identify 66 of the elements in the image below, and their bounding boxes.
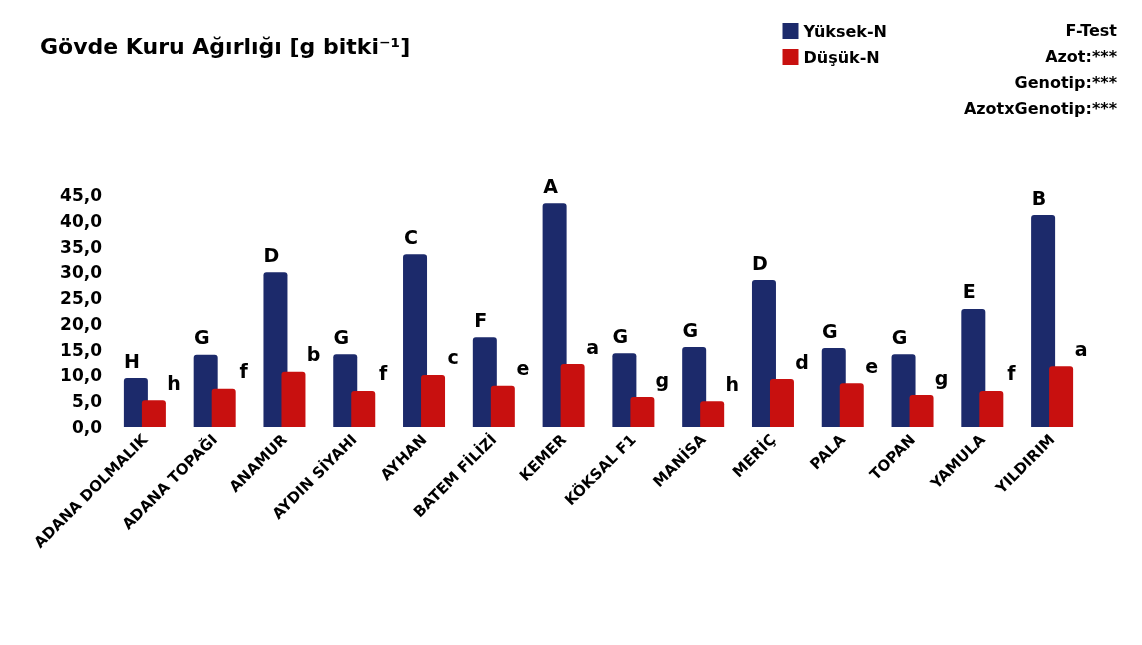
text: Genotip:***: [1014, 72, 1118, 92]
annotation: g: [934, 366, 949, 389]
annotation: d: [795, 350, 809, 373]
annotation: f: [1007, 362, 1017, 385]
annotation: D: [752, 251, 768, 274]
y-tick-label: 30,0: [60, 262, 103, 283]
bar: [979, 390, 1004, 427]
bar: [612, 353, 637, 427]
y-tick-label: 10,0: [60, 365, 103, 386]
annotation: E: [962, 280, 976, 303]
annotation: F: [474, 308, 488, 331]
y-tick-label: 25,0: [60, 288, 103, 309]
bar: [542, 203, 567, 427]
bar: [421, 374, 446, 427]
bar: [490, 385, 515, 427]
annotation: B: [1031, 186, 1047, 209]
annotation: G: [891, 325, 908, 348]
y-tick-label: 15,0: [60, 339, 103, 360]
annotation: A: [543, 174, 559, 197]
annotation: f: [379, 362, 389, 385]
annotation: h: [167, 371, 181, 394]
annotation: G: [612, 324, 629, 347]
legend-label: Yüksek-N: [802, 21, 887, 41]
bar: [961, 308, 986, 427]
bar: [700, 401, 725, 427]
annotation: D: [263, 243, 280, 266]
bar: [909, 395, 934, 427]
bar: [630, 397, 655, 427]
y-tick-label: 35,0: [60, 236, 103, 257]
annotation: G: [333, 325, 350, 348]
bar: [1031, 215, 1056, 427]
y-tick-label: 5,0: [71, 391, 103, 412]
bar: [560, 364, 585, 427]
annotation: H: [123, 349, 140, 372]
annotation: C: [404, 225, 419, 248]
annotation: G: [193, 326, 210, 349]
text: AzotxGenotip:***: [963, 98, 1118, 118]
bar: [682, 347, 707, 427]
annotation: G: [682, 318, 698, 341]
bar: [751, 280, 776, 427]
bar: [351, 390, 376, 427]
bar: [141, 400, 166, 427]
bar: [263, 272, 288, 427]
chart-title: Gövde Kuru Ağırlığı [g bitki⁻¹]: [40, 33, 411, 59]
bar: [403, 254, 428, 427]
y-tick-label: 40,0: [60, 210, 103, 231]
bar: [281, 371, 306, 427]
bar: [769, 379, 794, 427]
bar: [1049, 366, 1074, 427]
annotation: e: [865, 354, 879, 377]
annotation: b: [306, 343, 321, 366]
annotation: h: [725, 372, 739, 395]
annotation: G: [821, 319, 838, 342]
text: F-Test: [1065, 20, 1118, 40]
annotation: f: [239, 360, 249, 383]
bar: [839, 383, 864, 427]
annotation: e: [516, 357, 530, 380]
legend-label: Düşük-N: [803, 47, 880, 67]
y-tick-label: 20,0: [60, 313, 103, 334]
y-tick-label: 45,0: [60, 185, 103, 205]
annotation: a: [586, 335, 600, 358]
annotation: g: [655, 368, 670, 391]
annotation: c: [447, 346, 459, 369]
bar: [211, 388, 236, 427]
text: Azot:***: [1045, 46, 1118, 66]
annotation: a: [1074, 337, 1088, 360]
